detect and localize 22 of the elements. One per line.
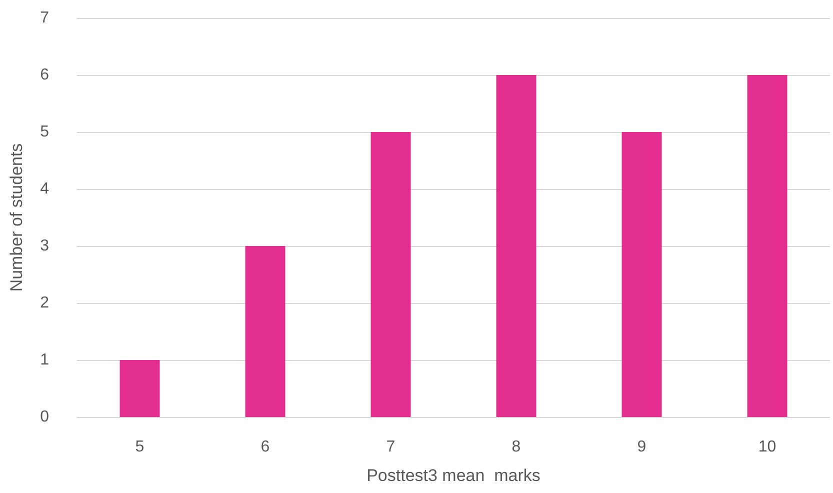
- y-tick-label: 3: [40, 238, 50, 254]
- y-axis-title: Number of students: [7, 143, 26, 292]
- bar: [370, 132, 411, 417]
- bar: [622, 132, 662, 417]
- x-tick-label: 10: [758, 438, 776, 456]
- x-axis-title: Posttest3 mean marks: [366, 466, 540, 485]
- x-tick-label: 9: [637, 438, 646, 456]
- y-tick-label: 1: [40, 352, 50, 368]
- y-tick-label: 6: [40, 66, 50, 84]
- x-tick-label: 8: [512, 438, 521, 456]
- y-tick-label: 7: [40, 10, 50, 26]
- y-tick-label: 2: [40, 294, 50, 312]
- x-tick-label: 7: [386, 438, 396, 456]
- bar: [120, 360, 160, 417]
- bar: [245, 246, 286, 417]
- y-tick-label: 4: [40, 180, 50, 198]
- bar: [496, 75, 536, 417]
- y-tick-label: 5: [40, 124, 50, 140]
- x-tick-label: 6: [260, 438, 270, 456]
- bar: [747, 75, 788, 417]
- y-tick-label: 0: [40, 408, 50, 426]
- x-tick-label: 5: [135, 438, 144, 456]
